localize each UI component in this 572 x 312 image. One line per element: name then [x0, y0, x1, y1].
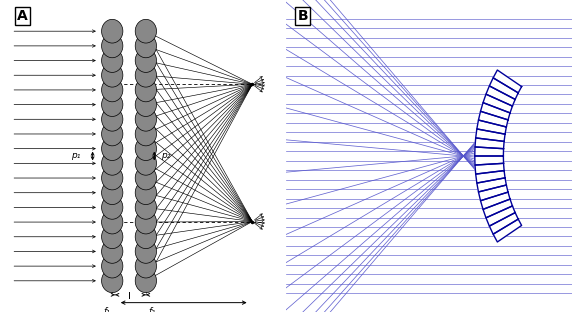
Polygon shape — [475, 156, 503, 165]
Circle shape — [102, 137, 123, 160]
Polygon shape — [480, 192, 510, 209]
Polygon shape — [483, 94, 513, 113]
Polygon shape — [480, 103, 510, 120]
Circle shape — [135, 137, 157, 160]
Text: p₂: p₂ — [161, 152, 170, 160]
Circle shape — [102, 122, 123, 146]
Circle shape — [135, 63, 157, 87]
Circle shape — [135, 196, 157, 219]
Polygon shape — [478, 111, 508, 127]
Circle shape — [135, 166, 157, 190]
Circle shape — [102, 78, 123, 102]
Polygon shape — [476, 171, 505, 183]
Circle shape — [135, 19, 157, 43]
Circle shape — [102, 254, 123, 278]
Circle shape — [102, 225, 123, 249]
Circle shape — [102, 63, 123, 87]
Circle shape — [135, 181, 157, 205]
Circle shape — [102, 107, 123, 131]
Circle shape — [102, 166, 123, 190]
Polygon shape — [493, 219, 522, 242]
Circle shape — [135, 122, 157, 146]
Circle shape — [135, 225, 157, 249]
Polygon shape — [476, 129, 505, 141]
Circle shape — [102, 240, 123, 263]
Polygon shape — [478, 185, 508, 201]
Circle shape — [102, 181, 123, 205]
Polygon shape — [477, 120, 506, 134]
Polygon shape — [477, 178, 506, 192]
Circle shape — [135, 254, 157, 278]
Circle shape — [135, 34, 157, 58]
Polygon shape — [475, 138, 504, 149]
Polygon shape — [486, 86, 515, 106]
Polygon shape — [493, 70, 522, 93]
Circle shape — [102, 34, 123, 58]
Circle shape — [102, 152, 123, 175]
Polygon shape — [475, 147, 503, 156]
Text: f₂: f₂ — [148, 307, 155, 312]
Circle shape — [102, 196, 123, 219]
Circle shape — [135, 49, 157, 72]
Circle shape — [135, 78, 157, 102]
Circle shape — [135, 107, 157, 131]
Polygon shape — [490, 212, 518, 234]
Circle shape — [135, 152, 157, 175]
Text: f₁: f₁ — [103, 307, 110, 312]
Text: B: B — [297, 9, 308, 23]
Polygon shape — [475, 163, 504, 174]
Polygon shape — [486, 206, 515, 226]
Circle shape — [135, 269, 157, 293]
Circle shape — [102, 19, 123, 43]
Circle shape — [102, 269, 123, 293]
Text: A: A — [17, 9, 27, 23]
Circle shape — [135, 210, 157, 234]
Circle shape — [135, 240, 157, 263]
Circle shape — [102, 93, 123, 116]
Circle shape — [102, 210, 123, 234]
Polygon shape — [490, 78, 518, 100]
Circle shape — [135, 93, 157, 116]
Text: p₁: p₁ — [71, 152, 81, 160]
Polygon shape — [483, 199, 513, 218]
Circle shape — [102, 49, 123, 72]
